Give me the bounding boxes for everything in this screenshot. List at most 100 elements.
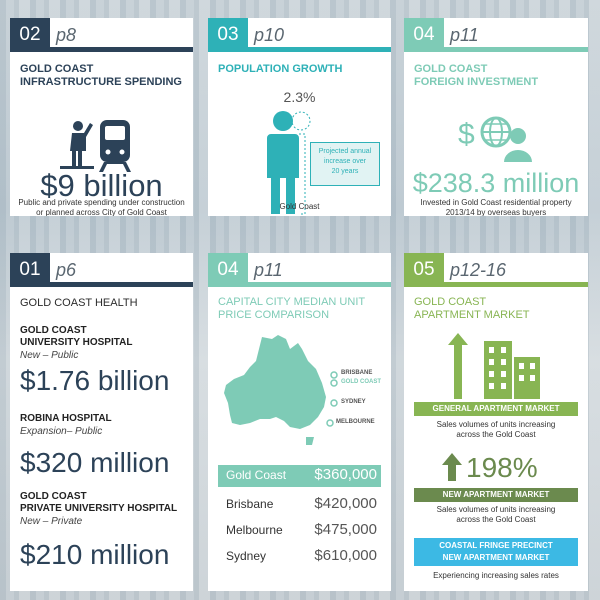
pop-percent: 2.3% <box>283 89 316 105</box>
section-number: 04 <box>208 253 248 287</box>
card-header: 03 p10 <box>208 18 391 52</box>
desc-line: across the Gold Coast <box>456 430 536 439</box>
desc-line: Sales volumes of units increasing <box>436 505 556 514</box>
page-ref: p12-16 <box>450 260 507 280</box>
hospital-name: GOLD COAST <box>20 491 87 502</box>
new-market-percent: 198% <box>466 452 538 483</box>
header-bar <box>10 47 193 52</box>
map-city-markers <box>326 371 338 427</box>
section-number: 01 <box>10 253 50 287</box>
health-item: GOLD COAST UNIVERSITY HOSPITAL New – Pub… <box>20 325 132 362</box>
coastal-fringe-label: COASTAL FRINGE PRECINCT NEW APARTMENT MA… <box>414 538 578 566</box>
person-train-icon <box>60 120 131 172</box>
australia-map-icon <box>224 335 326 445</box>
card-title: GOLD COAST INFRASTRUCTURE SPENDING <box>20 63 182 89</box>
card-population: 03 p10 POPULATION GROWTH 2.3% Projected … <box>208 18 391 216</box>
card-header: 04 p11 <box>404 18 588 52</box>
header-bar <box>208 282 391 287</box>
header-bar <box>404 47 588 52</box>
page-ref: p10 <box>254 25 285 45</box>
title-line: FOREIGN INVESTMENT <box>414 76 539 88</box>
hospital-note: Expansion– Public <box>20 426 103 437</box>
page-ref: p11 <box>254 260 283 280</box>
hospital-name: GOLD COAST <box>20 325 87 336</box>
card-price-comparison: 04 p11 CAPITAL CITY MEDIAN UNIT PRICE CO… <box>208 253 391 591</box>
card-foreign-investment: 04 p11 GOLD COAST FOREIGN INVESTMENT $ $… <box>404 18 588 216</box>
page-ref: p6 <box>56 260 77 280</box>
svg-text:$: $ <box>458 118 475 151</box>
card-header: 02 p8 <box>10 18 193 52</box>
price-row-city: Gold Coast <box>226 468 287 482</box>
page-ref: p11 <box>450 25 479 45</box>
coastal-fringe-description: Experiencing increasing sales rates <box>433 571 559 580</box>
card-title: POPULATION GROWTH <box>218 63 343 75</box>
desc-line: Invested in Gold Coast residential prope… <box>420 198 572 207</box>
person-figure-icon <box>267 111 311 215</box>
hospital-name: PRIVATE UNIVERSITY HOSPITAL <box>20 503 178 514</box>
card-header: 05 p12-16 <box>404 253 588 287</box>
section-number: 03 <box>208 18 248 52</box>
desc-line: 2013/14 by overseas buyers <box>445 208 547 216</box>
note-line: Projected annual <box>318 148 372 155</box>
card-header: 04 p11 <box>208 253 391 287</box>
header-bar <box>10 282 193 287</box>
general-market-label: GENERAL APARTMENT MARKET <box>414 402 578 416</box>
card-header: 01 p6 <box>10 253 193 287</box>
title-line: PRICE COMPARISON <box>218 309 330 321</box>
infra-description: Public and private spending under constr… <box>10 198 193 216</box>
health-item: GOLD COAST PRIVATE UNIVERSITY HOSPITAL N… <box>20 491 177 528</box>
section-number: 05 <box>404 253 444 287</box>
note-line: 20 years <box>331 168 359 175</box>
section-number: 04 <box>404 18 444 52</box>
price-row-value: $420,000 <box>314 495 377 512</box>
hospital-note: New – Private <box>20 516 83 527</box>
foreign-value: $238.3 million <box>412 168 580 198</box>
desc-line: or planned across City of Gold Coast <box>36 208 167 216</box>
pop-note: Projected annual increase over 20 years <box>310 142 380 186</box>
price-row-value: $610,000 <box>314 547 377 564</box>
desc-line: Public and private spending under constr… <box>18 198 185 207</box>
new-market-description: Sales volumes of units increasing across… <box>404 505 588 525</box>
price-row-city: Melbourne <box>226 523 283 537</box>
hospital-name: ROBINA HOSPITAL <box>20 413 112 424</box>
dollar-globe-person-icon: $ <box>458 116 532 162</box>
title-line: GOLD COAST <box>414 296 487 308</box>
title-line: INFRASTRUCTURE SPENDING <box>20 76 182 88</box>
card-infrastructure: 02 p8 GOLD COAST INFRASTRUCTURE SPENDING… <box>10 18 193 216</box>
card-title: CAPITAL CITY MEDIAN UNIT PRICE COMPARISO… <box>218 296 365 322</box>
new-market-label: NEW APARTMENT MARKET <box>414 488 578 502</box>
hospital-value: $320 million <box>20 447 170 478</box>
price-row-city: Sydney <box>226 549 267 563</box>
page-ref: p8 <box>56 25 77 45</box>
title-line: CAPITAL CITY MEDIAN UNIT <box>218 296 366 308</box>
foreign-description: Invested in Gold Coast residential prope… <box>404 198 588 216</box>
map-label-goldcoast: GOLD COAST <box>341 379 381 385</box>
infra-value: $9 billion <box>40 168 163 203</box>
desc-line: Sales volumes of units increasing <box>436 420 556 429</box>
label-line: COASTAL FRINGE PRECINCT <box>439 541 553 550</box>
price-row-value: $360,000 <box>314 466 377 483</box>
label-line: NEW APARTMENT MARKET <box>442 553 550 562</box>
title-line: GOLD COAST <box>20 63 94 75</box>
hospital-name: UNIVERSITY HOSPITAL <box>20 337 133 348</box>
desc-line: across the Gold Coast <box>456 515 536 524</box>
hospital-note: New – Public <box>20 350 79 361</box>
card-title: GOLD COAST HEALTH <box>20 297 138 309</box>
card-health: 01 p6 GOLD COAST HEALTH GOLD COAST UNIVE… <box>10 253 193 591</box>
header-bar <box>208 47 391 52</box>
price-row-city: Brisbane <box>226 497 274 511</box>
general-market-description: Sales volumes of units increasing across… <box>404 420 588 440</box>
title-line: GOLD COAST <box>414 63 488 75</box>
hospital-value: $1.76 billion <box>20 365 170 396</box>
health-item: ROBINA HOSPITAL Expansion– Public <box>20 413 112 438</box>
price-row-highlight <box>218 465 381 487</box>
header-bar <box>404 282 588 287</box>
note-line: increase over <box>323 158 367 165</box>
map-label-melbourne: MELBOURNE <box>336 419 375 425</box>
section-number: 02 <box>10 18 50 52</box>
arrow-up-buildings-icon <box>448 333 540 399</box>
map-label-brisbane: BRISBANE <box>341 370 373 376</box>
price-row-value: $475,000 <box>314 521 377 538</box>
card-title: GOLD COAST APARTMENT MARKET <box>414 296 530 322</box>
hospital-value: $210 million <box>20 539 170 570</box>
